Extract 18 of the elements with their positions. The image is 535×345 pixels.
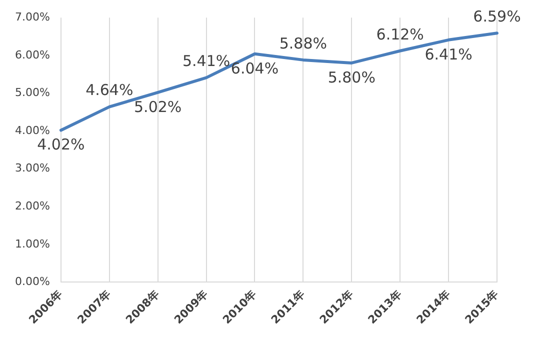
y-tick-label: 5.00% bbox=[14, 86, 50, 100]
data-label: 6.59% bbox=[473, 7, 521, 26]
data-label: 6.04% bbox=[230, 59, 279, 78]
data-label: 5.41% bbox=[182, 52, 230, 70]
y-tick-label: 6.00% bbox=[14, 48, 50, 62]
y-tick-label: 7.00% bbox=[14, 10, 50, 24]
y-tick-label: 0.00% bbox=[14, 275, 50, 288]
data-label: 5.88% bbox=[279, 34, 328, 52]
data-label: 5.02% bbox=[134, 98, 182, 116]
y-tick-label: 1.00% bbox=[14, 237, 50, 250]
y-tick-label: 3.00% bbox=[14, 162, 50, 175]
data-label: 4.64% bbox=[86, 81, 134, 100]
data-label: 6.12% bbox=[376, 25, 424, 44]
y-tick-label: 2.00% bbox=[14, 199, 50, 212]
y-tick-label: 4.00% bbox=[14, 124, 50, 137]
data-label: 5.80% bbox=[328, 68, 376, 86]
data-label: 6.41% bbox=[424, 45, 472, 64]
data-label: 4.02% bbox=[37, 136, 85, 154]
